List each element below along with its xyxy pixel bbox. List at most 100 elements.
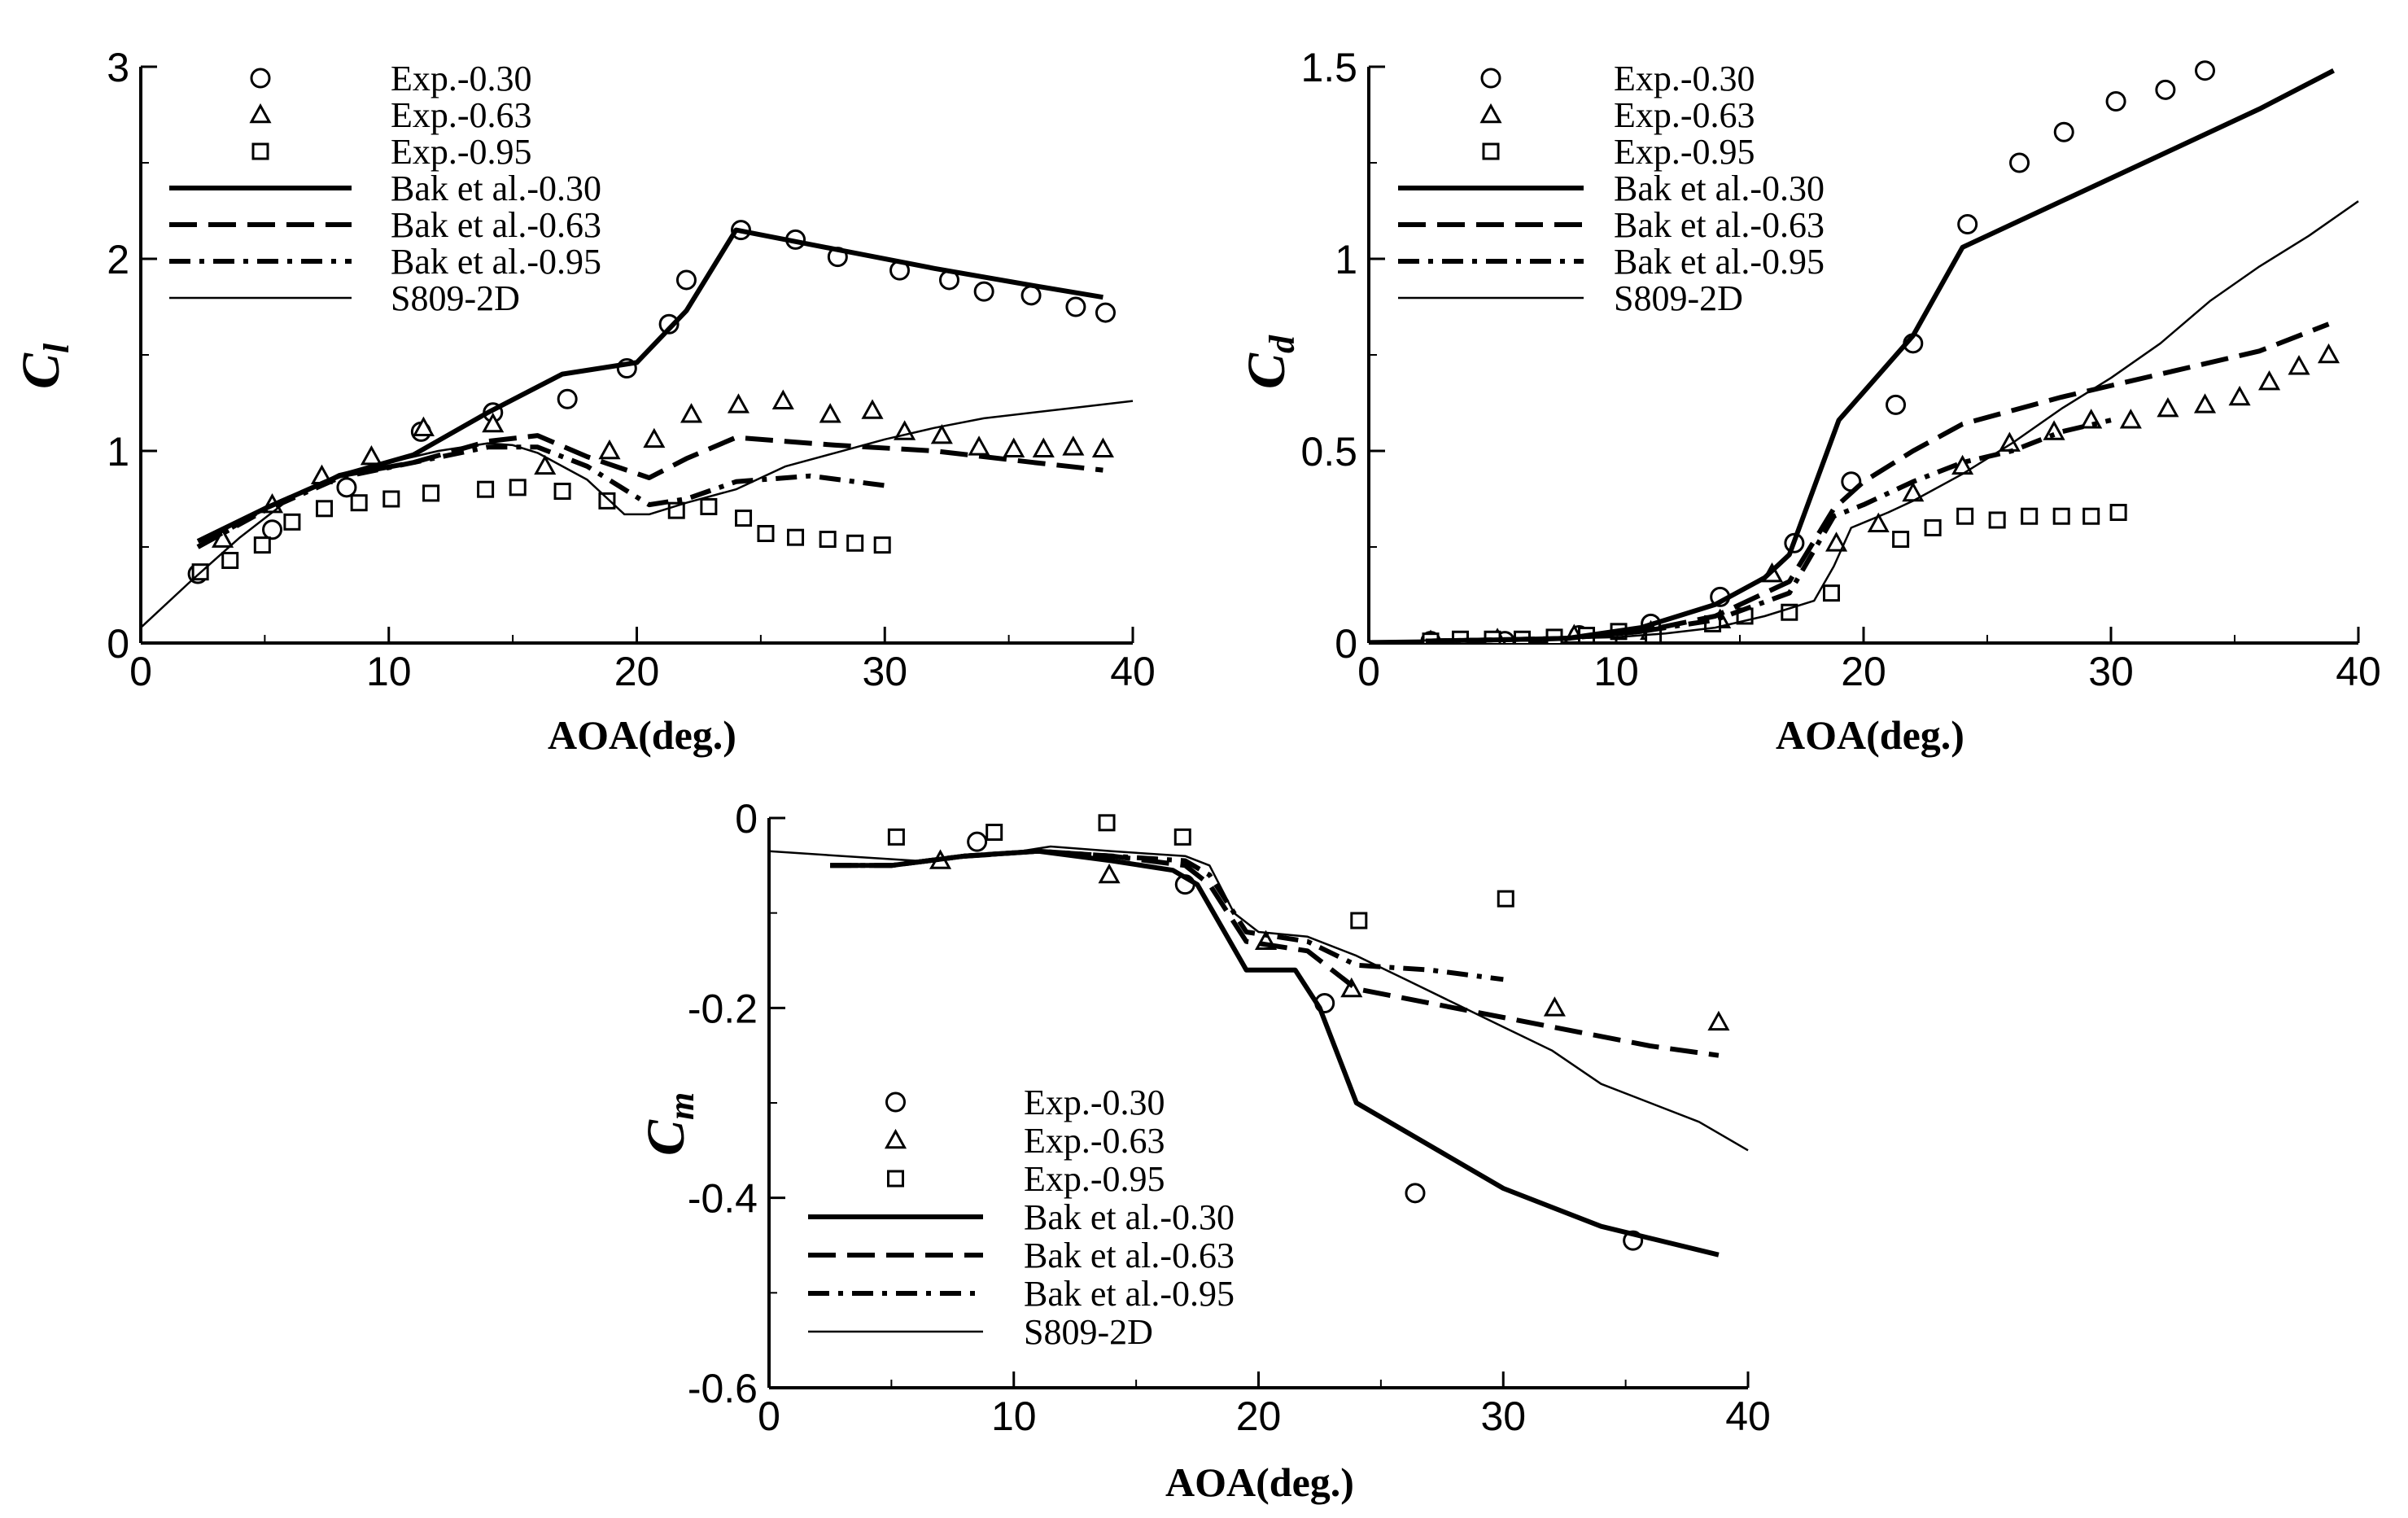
cm-legend-label-s809-2d: S809-2D bbox=[1024, 1312, 1153, 1352]
cl-point-exp-0-95 bbox=[819, 531, 837, 549]
cl-legend-label-bak-et-al-0-30: Bak et al.-0.30 bbox=[391, 168, 601, 208]
cl-legend-label-exp-0-63: Exp.-0.63 bbox=[391, 95, 532, 135]
cm-point-exp-0-95 bbox=[887, 828, 905, 846]
cl-point-exp-0-95 bbox=[477, 480, 495, 498]
cd-legend-marker-exp-0-30 bbox=[1480, 68, 1501, 89]
cd-xtick-label: 10 bbox=[1593, 649, 1639, 694]
cl-point-exp-0-63 bbox=[771, 389, 794, 409]
cm-point-exp-0-95 bbox=[985, 824, 1003, 841]
cl-ytick-label: 2 bbox=[107, 237, 129, 282]
cm-series-bak-et-al-0-63 bbox=[830, 848, 1720, 1058]
cm-legend-marker-exp-0-95 bbox=[887, 1170, 904, 1188]
cd-point-exp-0-30 bbox=[2195, 60, 2216, 81]
cl-point-exp-0-63 bbox=[360, 444, 382, 466]
cl-plot-area bbox=[141, 220, 1134, 629]
cm-ytick-label: -0.4 bbox=[688, 1176, 758, 1222]
cd-series-bak-et-al-0-63 bbox=[1425, 322, 2330, 643]
cl-xtick-label: 0 bbox=[129, 649, 152, 694]
cd-point-exp-0-95 bbox=[1956, 507, 1974, 525]
cd-legend-marker-exp-0-63 bbox=[1479, 103, 1502, 124]
cd-legend-label-exp-0-63: Exp.-0.63 bbox=[1614, 95, 1755, 135]
cl-point-exp-0-63 bbox=[1032, 437, 1055, 457]
cl-xtick-label: 20 bbox=[614, 649, 660, 694]
cm-point-exp-0-30 bbox=[967, 831, 988, 852]
cl-point-exp-0-63 bbox=[482, 412, 505, 433]
cl-legend-label-bak-et-al-0-63: Bak et al.-0.63 bbox=[391, 205, 601, 245]
cm-ylabel: Cm bbox=[636, 1092, 701, 1156]
cl-ytick-label: 1 bbox=[107, 429, 129, 475]
cl-legend-label-bak-et-al-0-95: Bak et al.-0.95 bbox=[391, 242, 601, 282]
cd-point-exp-0-63 bbox=[1867, 512, 1890, 532]
svg-text:Cm: Cm bbox=[636, 1092, 701, 1156]
cd-legend-label-exp-0-95: Exp.-0.95 bbox=[1614, 132, 1755, 172]
cm-point-exp-0-95 bbox=[1173, 828, 1191, 846]
cd-legend-label-bak-et-al-0-63: Bak et al.-0.63 bbox=[1614, 205, 1825, 245]
cd-point-exp-0-30 bbox=[2105, 90, 2126, 112]
cl-point-exp-0-63 bbox=[412, 416, 435, 436]
cl-point-exp-0-95 bbox=[350, 494, 368, 512]
cd-plot-area bbox=[1369, 60, 2359, 643]
cd-point-exp-0-30 bbox=[2009, 152, 2030, 173]
cl-point-exp-0-95 bbox=[283, 513, 301, 531]
cl-series-bak-et-al-0-63 bbox=[196, 433, 1103, 549]
cl-point-exp-0-95 bbox=[221, 552, 239, 570]
cl-xtick-label: 40 bbox=[1110, 649, 1156, 694]
cm-xtick-label: 20 bbox=[1236, 1393, 1282, 1439]
cd-legend-marker-exp-0-95 bbox=[1482, 142, 1500, 160]
cl-point-exp-0-63 bbox=[534, 454, 557, 475]
cl-point-exp-0-63 bbox=[1003, 437, 1025, 457]
cl-point-exp-0-30 bbox=[1065, 296, 1086, 317]
cd-legend-label-bak-et-al-0-95: Bak et al.-0.95 bbox=[1614, 242, 1825, 282]
cm-legend-marker-exp-0-30 bbox=[885, 1091, 906, 1113]
cd-point-exp-0-95 bbox=[2109, 504, 2127, 522]
cm-legend-label-exp-0-30: Exp.-0.30 bbox=[1024, 1083, 1165, 1122]
cd-ytick-label: 0.5 bbox=[1300, 429, 1357, 475]
cd-point-exp-0-63 bbox=[2228, 385, 2251, 406]
cl-point-exp-0-95 bbox=[787, 528, 805, 546]
cl-point-exp-0-30 bbox=[262, 519, 283, 540]
cd-point-exp-0-63 bbox=[2157, 396, 2179, 418]
cm-legend-label-bak-et-al-0-63: Bak et al.-0.63 bbox=[1024, 1236, 1235, 1275]
cd-point-exp-0-63 bbox=[2258, 370, 2281, 391]
cl-series-bak-et-al-0-95 bbox=[196, 444, 885, 549]
cd-point-exp-0-95 bbox=[1892, 531, 1910, 549]
cl-ytick-label: 3 bbox=[107, 45, 129, 90]
cl-point-exp-0-95 bbox=[316, 500, 334, 518]
cl-point-exp-0-95 bbox=[253, 536, 271, 554]
cl-xtick-label: 30 bbox=[862, 649, 907, 694]
cm-series-s809-2d bbox=[769, 845, 1749, 1152]
cm-point-exp-0-95 bbox=[1350, 912, 1368, 930]
cl-point-exp-0-30 bbox=[1020, 285, 1042, 306]
cl-point-exp-0-95 bbox=[382, 490, 400, 508]
cl-point-exp-0-63 bbox=[212, 527, 234, 548]
cd-xtick-label: 40 bbox=[2336, 649, 2381, 694]
cd-ytick-label: 1.5 bbox=[1300, 45, 1357, 90]
cl-point-exp-0-63 bbox=[680, 403, 703, 423]
cd-ylabel: Cd bbox=[1237, 335, 1302, 389]
moment-coefficient-chart: Cm AOA(deg.) 0 10 20 30 40 -0.6 -0.4 -0.2 0 Exp.-… bbox=[636, 796, 1771, 1505]
cl-point-exp-0-30 bbox=[658, 313, 680, 335]
svg-text:Cl: Cl bbox=[11, 343, 76, 389]
cl-point-exp-0-63 bbox=[819, 403, 841, 423]
cm-legend-label-exp-0-63: Exp.-0.63 bbox=[1024, 1121, 1165, 1161]
cd-xtick-label: 30 bbox=[2088, 649, 2134, 694]
cm-point-exp-0-95 bbox=[1497, 890, 1514, 908]
cd-point-exp-0-63 bbox=[2317, 343, 2340, 364]
cm-legend-label-bak-et-al-0-30: Bak et al.-0.30 bbox=[1024, 1197, 1235, 1237]
cl-point-exp-0-63 bbox=[1062, 435, 1085, 456]
cd-point-exp-0-95 bbox=[1924, 518, 1942, 536]
cl-point-exp-0-95 bbox=[757, 524, 775, 542]
cl-point-exp-0-63 bbox=[598, 439, 621, 460]
cl-legend-label-s809-2d: S809-2D bbox=[391, 278, 520, 318]
cl-ylabel: Cl bbox=[11, 343, 76, 389]
svg-text:Cd: Cd bbox=[1237, 335, 1302, 389]
cm-point-exp-0-63 bbox=[1340, 977, 1363, 998]
cd-series-bak-et-al-0-30 bbox=[1425, 68, 2335, 643]
cm-xtick-label: 30 bbox=[1480, 1393, 1526, 1439]
cl-point-exp-0-30 bbox=[1095, 302, 1116, 323]
cd-point-exp-0-30 bbox=[2053, 121, 2074, 142]
cl-point-exp-0-30 bbox=[557, 388, 578, 409]
